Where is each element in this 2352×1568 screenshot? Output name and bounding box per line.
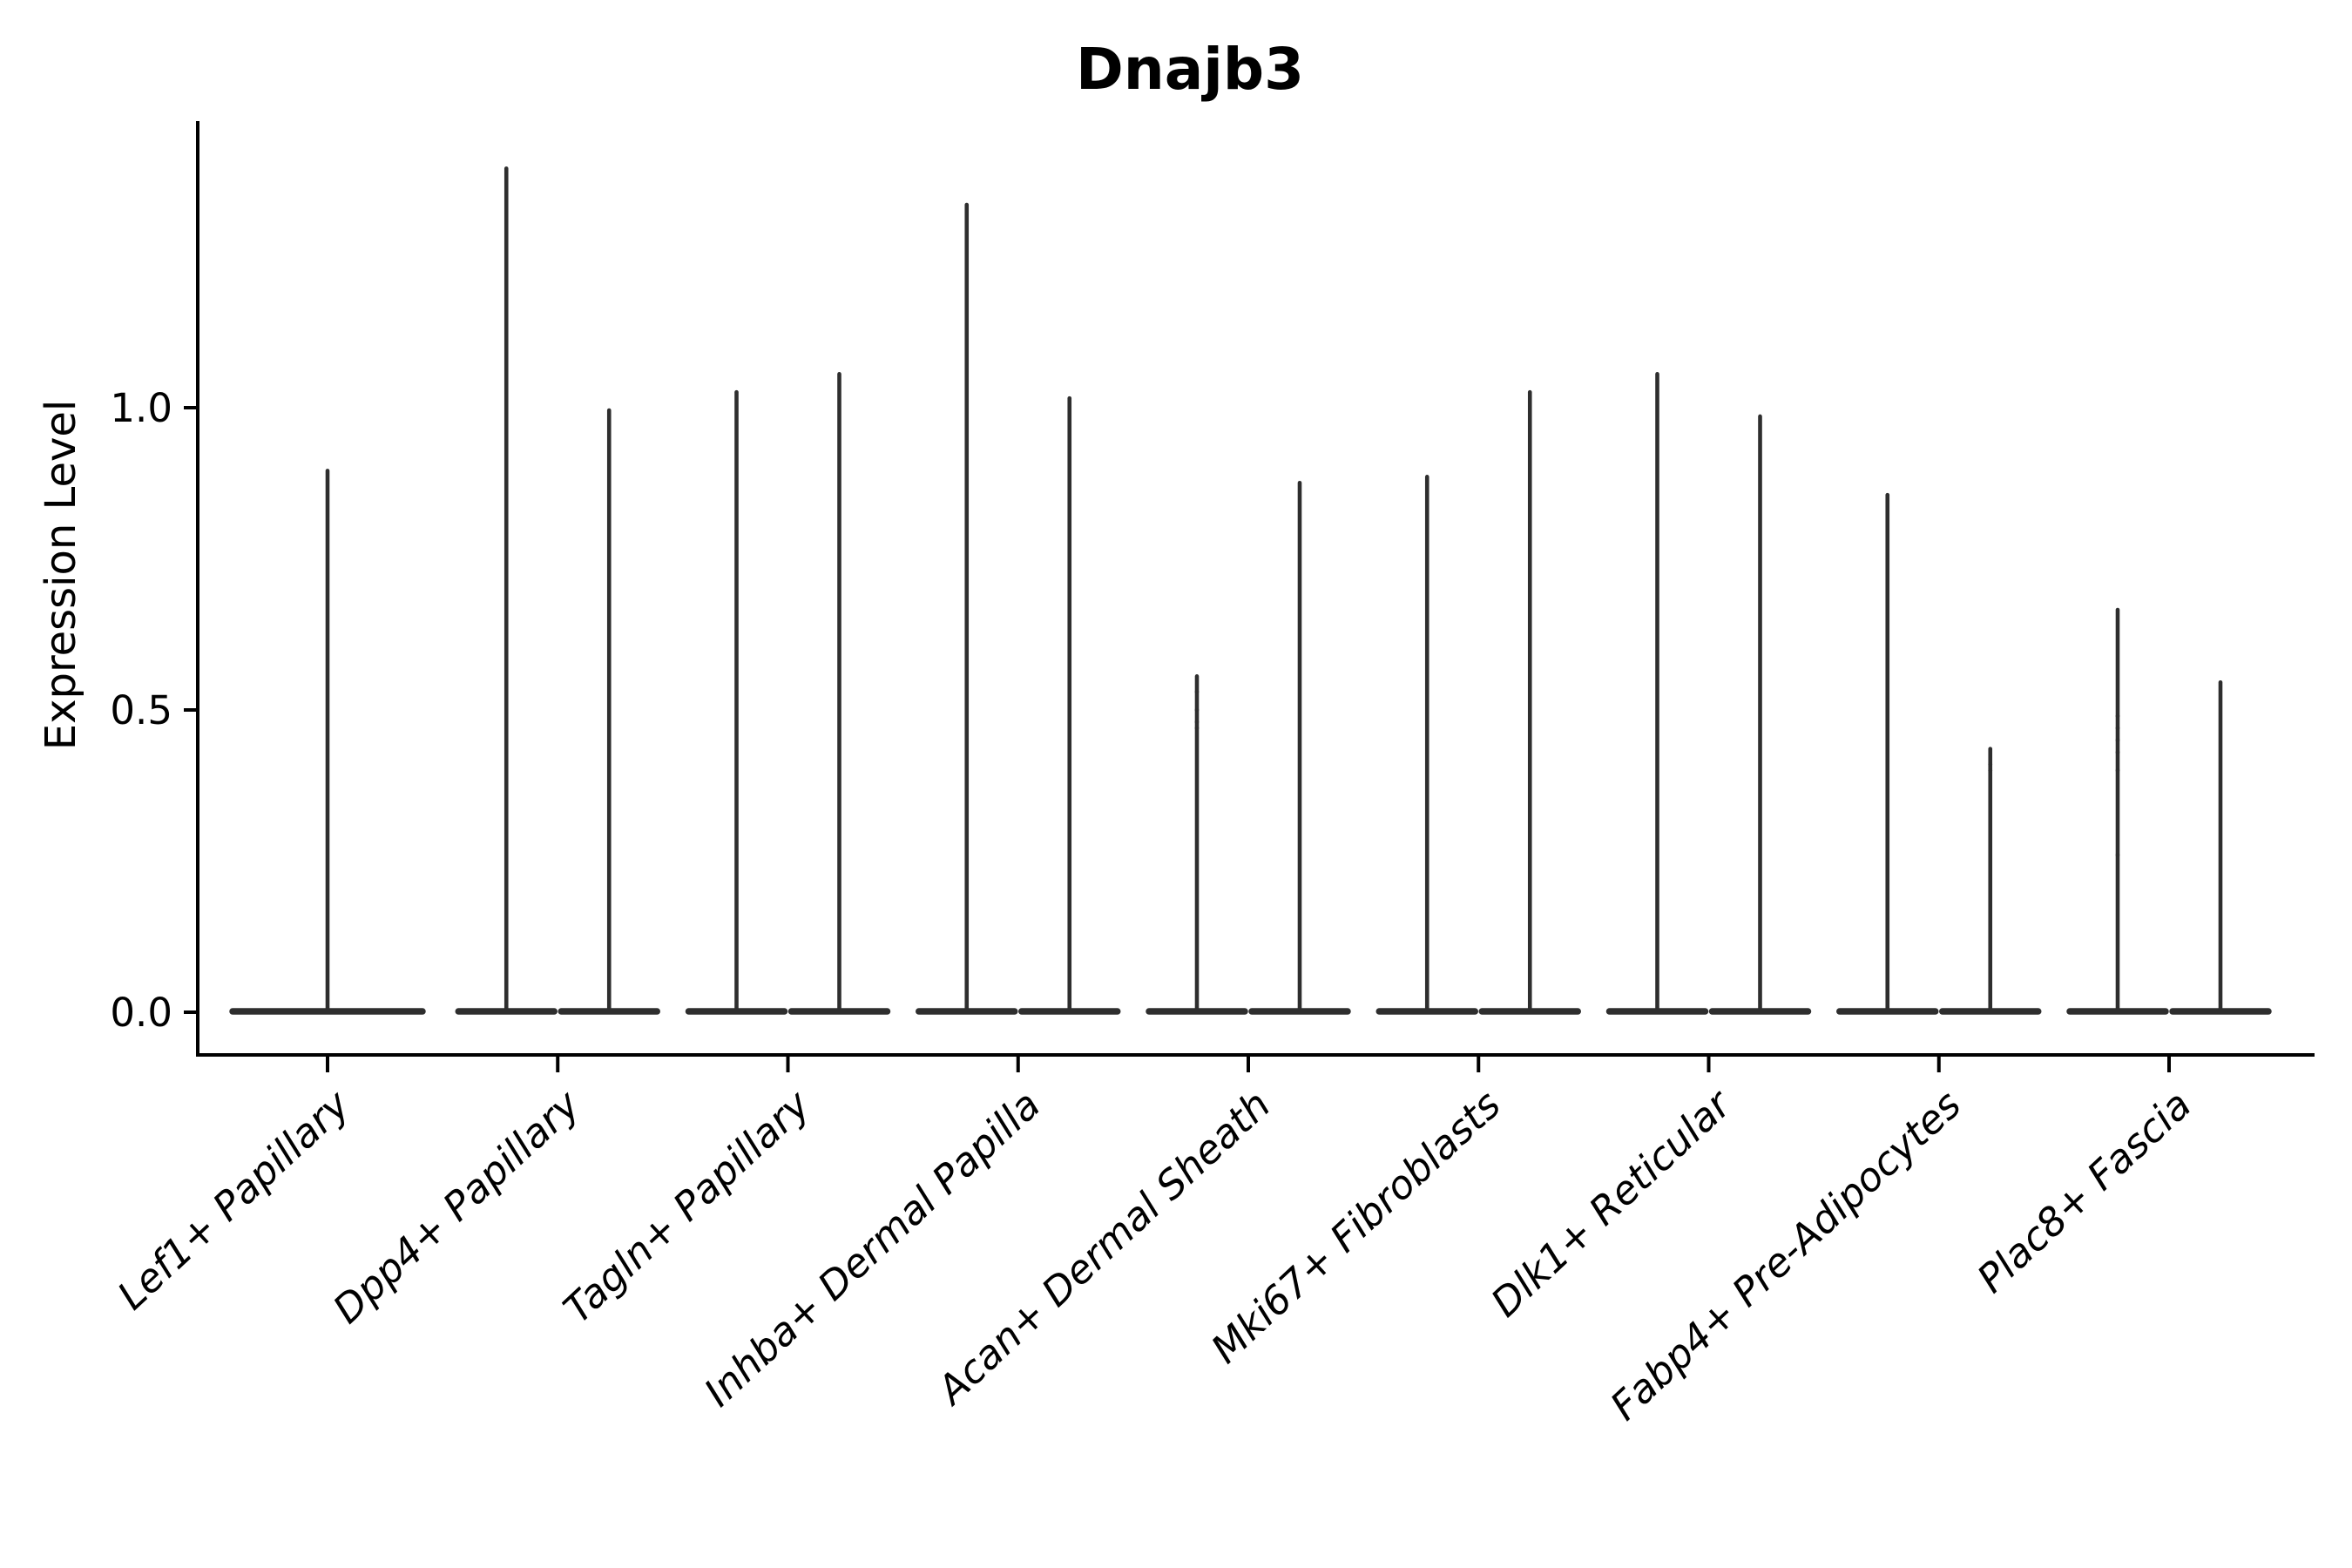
violin-point <box>2115 713 2120 719</box>
violin-point <box>1988 768 1993 773</box>
axes-layer: 0.0 0.5 1.0 <box>110 121 2315 1072</box>
violin-point <box>2115 853 2120 857</box>
chart-title: Dnajb3 <box>1076 36 1304 103</box>
violin-point <box>2115 726 2120 731</box>
x-tick-label: Lef1+ Papillary <box>109 1080 360 1318</box>
violin-point <box>1988 762 1993 767</box>
violin-point <box>2115 738 2120 743</box>
x-tick-label: Dlk1+ Reticular <box>1482 1080 1740 1326</box>
y-axis-label: Expression Level <box>37 400 85 751</box>
violin-point <box>2115 750 2120 754</box>
y-tick-label: 0.5 <box>110 687 172 733</box>
violin-point <box>1194 726 1200 731</box>
x-tick-label: Tagln+ Papillary <box>555 1080 820 1332</box>
violin-layer <box>229 166 2272 1015</box>
violin-point <box>1194 707 1200 713</box>
x-tick-label: Dpp4+ Papillary <box>324 1080 590 1332</box>
violin-point <box>2115 768 2120 773</box>
x-tick-label: Plac8+ Fascia <box>1968 1081 2200 1301</box>
y-tick-label: 0.0 <box>110 990 172 1036</box>
violin-point <box>1194 689 1200 694</box>
violin-point <box>1194 720 1200 725</box>
y-tick-label: 1.0 <box>110 385 172 431</box>
